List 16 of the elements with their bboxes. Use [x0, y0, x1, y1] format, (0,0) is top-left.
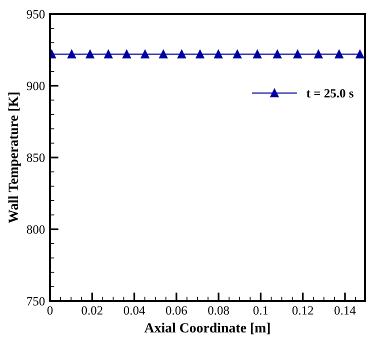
x-tick-label: 0.02 — [82, 306, 102, 315]
x-axis-title: Axial Coordinate [m] — [144, 322, 270, 334]
x-tick-label: 0.12 — [292, 306, 314, 315]
x-tick-label: 0.06 — [166, 306, 187, 315]
y-tick-label: 750 — [27, 297, 45, 306]
x-tick-label: 0.04 — [124, 306, 146, 315]
x-tick-label: 0 — [47, 306, 53, 315]
x-tick-label: 0.1 — [253, 306, 268, 315]
y-axis-title: Wall Temperature [K] — [8, 92, 21, 224]
y-tick-label: 800 — [26, 225, 45, 234]
legend-label: t = 25.0 s — [306, 89, 354, 98]
y-tick-label: 900 — [26, 82, 45, 90]
y-tick-label: 850 — [26, 154, 45, 162]
x-tick-label: 0.08 — [208, 306, 230, 315]
y-tick-label: 950 — [26, 10, 45, 18]
x-tick-label: 0.14 — [334, 306, 356, 315]
